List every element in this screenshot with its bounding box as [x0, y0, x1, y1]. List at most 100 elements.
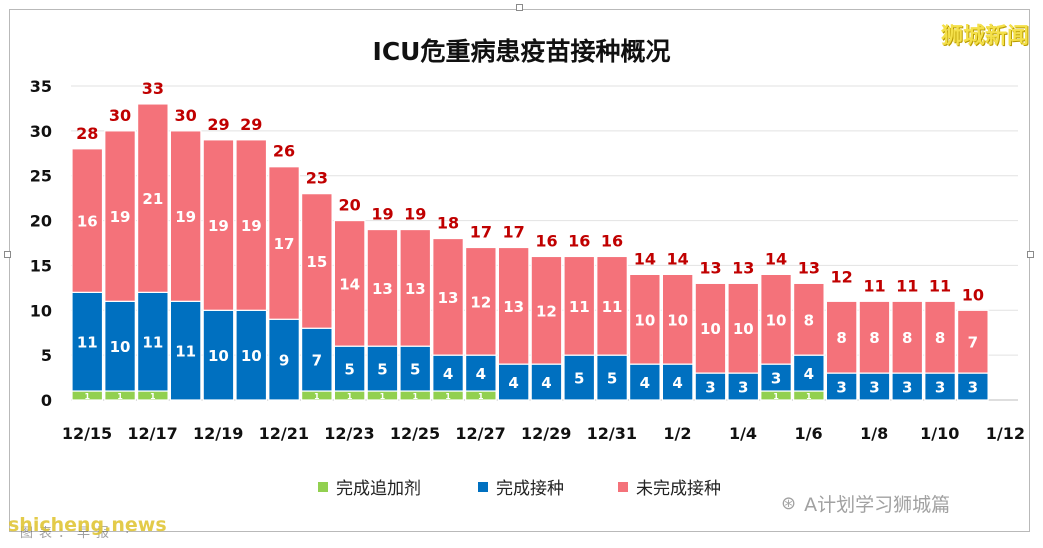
bar-segment-incomplete — [596, 255, 628, 356]
x-tick-label: 12/17 — [127, 424, 177, 443]
bar-segment-complete — [366, 345, 399, 392]
x-tick-label: 12/21 — [259, 424, 309, 443]
bar-value-label-incomplete: 8 — [902, 329, 912, 347]
bar-total-label: 12 — [831, 267, 853, 286]
bar-value-label-incomplete: 10 — [667, 311, 688, 329]
x-tick-label: 1/10 — [920, 424, 959, 443]
x-tick-label: 12/27 — [455, 424, 505, 443]
bar-value-label-incomplete: 10 — [733, 320, 754, 338]
x-tick-label: 12/25 — [390, 424, 440, 443]
bar-value-label-complete: 9 — [279, 352, 289, 370]
bar-segment-incomplete — [497, 246, 530, 365]
y-tick-label: 30 — [30, 122, 52, 141]
x-tick-label: 1/8 — [860, 424, 888, 443]
bar-total-label: 26 — [273, 142, 295, 161]
bar-value-label-complete: 5 — [410, 361, 420, 379]
bar-value-label-incomplete: 19 — [241, 217, 262, 235]
bar-value-label-incomplete: 10 — [766, 311, 787, 329]
resize-handle-left[interactable] — [4, 251, 11, 258]
bar-value-label-complete: 3 — [705, 379, 715, 397]
bar-segment-complete — [825, 372, 858, 401]
bar-value-label-complete: 4 — [508, 374, 518, 392]
legend-item-booster: 完成追加剂 — [318, 474, 421, 499]
x-tick-label: 12/29 — [521, 424, 571, 443]
bar-total-label: 30 — [109, 106, 131, 125]
legend-item-incomplete: 未完成接种 — [618, 474, 721, 499]
bar-value-label-booster: 1 — [806, 392, 812, 401]
bar-total-label: 20 — [339, 196, 361, 215]
bar-value-label-incomplete: 19 — [110, 208, 131, 226]
y-tick-label: 5 — [41, 346, 52, 365]
bar-value-label-incomplete: 21 — [142, 190, 163, 208]
y-tick-label: 0 — [41, 391, 52, 410]
legend-label-incomplete: 未完成接种 — [636, 479, 721, 499]
y-tick-label: 25 — [30, 167, 52, 186]
bar-value-label-complete: 5 — [344, 361, 354, 379]
bar-value-label-incomplete: 11 — [569, 298, 590, 316]
bar-segment-complete — [399, 345, 432, 392]
bar-value-label-complete: 5 — [607, 370, 617, 388]
bar-total-label: 10 — [962, 285, 984, 304]
bar-value-label-complete: 11 — [77, 334, 98, 352]
bar-segment-incomplete — [432, 237, 464, 356]
stacked-bar-chart: 0510152025303511116281101930111213311193… — [30, 77, 1025, 443]
legend-swatch-incomplete — [618, 481, 628, 492]
legend-item-complete: 完成接种 — [478, 474, 564, 499]
bar-value-label-incomplete: 12 — [536, 302, 557, 320]
bar-total-label: 17 — [503, 222, 525, 241]
bar-total-label: 14 — [667, 249, 689, 268]
bar-value-label-complete: 5 — [574, 370, 584, 388]
bar-value-label-complete: 11 — [175, 343, 196, 361]
wechat-watermark-text: A计划学习狮城篇 — [804, 494, 951, 516]
bar-segment-incomplete — [333, 219, 366, 347]
bar-value-label-complete: 4 — [672, 374, 682, 392]
bar-total-label: 29 — [240, 115, 262, 134]
bar-segment-incomplete — [104, 130, 136, 302]
bar-segment-incomplete — [530, 255, 563, 365]
bar-total-label: 19 — [371, 205, 393, 224]
bar-segment-complete — [858, 372, 891, 401]
bar-value-label-booster: 1 — [773, 392, 779, 401]
bar-value-label-complete: 3 — [738, 379, 748, 397]
bar-value-label-booster: 1 — [478, 392, 484, 401]
bar-segment-incomplete — [202, 139, 235, 311]
bar-segment-incomplete — [137, 103, 169, 293]
bar-total-label: 13 — [798, 258, 820, 277]
bar-value-label-incomplete: 11 — [602, 298, 623, 316]
bar-value-label-booster: 1 — [347, 392, 353, 401]
bar-total-label: 16 — [601, 231, 623, 250]
y-tick-label: 10 — [30, 301, 52, 320]
bar-value-label-incomplete: 19 — [175, 208, 196, 226]
x-tick-label: 12/15 — [62, 424, 112, 443]
bar-total-label: 11 — [896, 276, 918, 295]
legend-label-complete: 完成接种 — [496, 479, 564, 499]
bar-value-label-complete: 3 — [771, 370, 781, 388]
bar-segment-incomplete — [727, 282, 760, 374]
bar-segment-complete — [432, 354, 464, 392]
bar-value-label-incomplete: 8 — [935, 329, 945, 347]
bar-value-label-booster: 1 — [314, 392, 320, 401]
x-tick-label: 1/2 — [663, 424, 691, 443]
bar-total-label: 16 — [535, 231, 557, 250]
resize-handle-top[interactable] — [516, 4, 523, 11]
bar-value-label-complete: 4 — [640, 374, 650, 392]
bar-total-label: 14 — [765, 249, 787, 268]
bar-total-label: 13 — [732, 258, 754, 277]
resize-handle-right[interactable] — [1027, 251, 1034, 258]
bar-segment-incomplete — [399, 228, 432, 347]
wechat-icon: ⊛ — [781, 493, 797, 514]
bar-value-label-booster: 1 — [412, 392, 418, 401]
bar-total-label: 29 — [207, 115, 229, 134]
bar-total-label: 11 — [929, 276, 951, 295]
bar-total-label: 33 — [142, 79, 164, 98]
bar-segment-incomplete — [858, 300, 891, 374]
bar-total-label: 17 — [470, 222, 492, 241]
bar-value-label-incomplete: 13 — [438, 289, 459, 307]
bar-segment-complete — [169, 300, 202, 401]
bar-segment-complete — [301, 327, 333, 392]
bar-segment-incomplete — [792, 282, 825, 356]
bar-value-label-booster: 1 — [84, 392, 90, 401]
bar-value-label-incomplete: 8 — [869, 329, 879, 347]
bar-total-label: 19 — [404, 205, 426, 224]
bar-segment-incomplete — [628, 273, 661, 365]
